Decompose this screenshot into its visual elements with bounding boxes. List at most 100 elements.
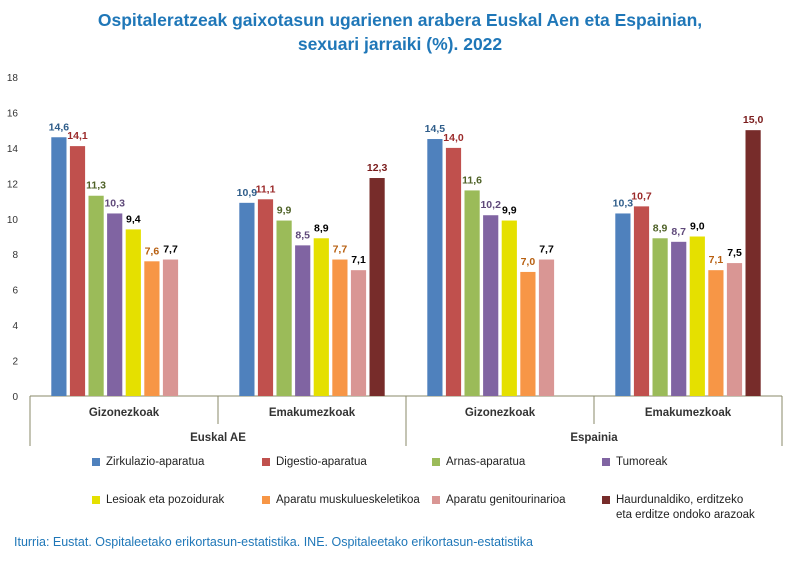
data-label: 14,0: [443, 132, 464, 144]
y-tick-label: 18: [7, 73, 19, 84]
legend-swatch: [92, 458, 100, 466]
y-tick-label: 16: [7, 108, 19, 119]
bar: [125, 229, 141, 396]
group-label: Euskal AE: [190, 432, 246, 444]
bar: [520, 271, 536, 396]
bar: [445, 147, 462, 396]
bar: [464, 190, 480, 396]
bar: [350, 270, 367, 396]
bar: [708, 270, 724, 396]
bar: [652, 238, 668, 396]
bar: [88, 195, 104, 396]
data-label: 8,7: [671, 226, 686, 238]
y-tick-label: 6: [12, 286, 18, 297]
bar: [69, 146, 86, 396]
data-label: 7,5: [727, 247, 742, 259]
y-tick-label: 0: [12, 392, 18, 403]
legend-swatch: [262, 496, 270, 504]
legend-item: Aparatu muskulueskeletikoa: [262, 493, 420, 508]
data-label: 9,0: [690, 221, 705, 233]
data-label: 9,9: [502, 205, 517, 217]
legend-item: Digestio-aparatua: [262, 455, 367, 470]
bar: [144, 261, 160, 396]
y-tick-label: 12: [7, 179, 19, 190]
bar: [745, 130, 761, 396]
bar: [332, 259, 348, 396]
legend-item: Lesioak eta pozoidurak: [92, 493, 224, 508]
chart-title-line-1: Ospitaleratzeak gaixotasun ugarienen ara…: [97, 10, 703, 30]
data-label: 14,1: [67, 130, 88, 142]
data-label: 8,9: [653, 222, 668, 234]
data-label: 11,3: [86, 180, 106, 192]
data-label: 10,9: [237, 187, 258, 199]
bar: [538, 259, 555, 396]
legend-label: Tumoreak: [616, 456, 668, 468]
bar: [257, 199, 274, 396]
bar: [483, 215, 499, 396]
bar: [295, 245, 311, 396]
data-label: 14,6: [49, 121, 70, 133]
bar: [615, 213, 631, 396]
legend-item: Arnas-aparatua: [432, 455, 525, 470]
data-label: 11,6: [462, 174, 482, 186]
bar: [633, 206, 650, 396]
data-label: 7,6: [145, 245, 160, 257]
data-label: 7,1: [709, 254, 724, 266]
data-label: 10,7: [631, 190, 652, 202]
data-label: 12,3: [367, 162, 388, 174]
category-label: Gizonezkoak: [89, 407, 160, 419]
bar: [501, 220, 517, 396]
legend-swatch: [432, 458, 440, 466]
data-label: 15,0: [743, 114, 764, 126]
data-label: 9,9: [277, 205, 292, 217]
legend-label: Lesioak eta pozoidurak: [106, 494, 225, 506]
category-label: Gizonezkoak: [465, 407, 536, 419]
data-label: 7,1: [351, 254, 366, 266]
category-label: Emakumezkoak: [645, 407, 732, 419]
legend-item: Aparatu genitourinarioa: [432, 493, 566, 508]
source-note: Iturria: Eustat. Ospitaleetako erikortas…: [14, 535, 533, 549]
data-label: 9,4: [126, 213, 141, 225]
bar: [369, 178, 385, 396]
legend-label: Aparatu muskulueskeletikoa: [276, 494, 420, 506]
data-label: 10,3: [613, 197, 634, 209]
bar: [51, 137, 67, 396]
bar: [107, 213, 123, 396]
data-label: 10,2: [480, 199, 501, 211]
legend-item: Tumoreak: [602, 455, 667, 470]
data-label: 8,5: [295, 229, 310, 241]
legend-label: Digestio-aparatua: [276, 456, 367, 468]
group-label: Espainia: [570, 432, 618, 444]
bar: [689, 236, 705, 396]
bar: [276, 220, 292, 396]
bar: [671, 241, 687, 396]
chart-title-line-2: sexuari jarraiki (%). 2022: [297, 34, 503, 54]
bar: [726, 263, 743, 396]
category-label: Emakumezkoak: [269, 407, 356, 419]
data-label: 14,5: [425, 123, 446, 135]
bar: [427, 139, 443, 396]
y-tick-label: 2: [12, 357, 18, 368]
bar: [162, 259, 179, 396]
data-label: 7,7: [539, 244, 554, 256]
legend-item: Zirkulazio-aparatua: [92, 455, 204, 470]
data-label: 7,0: [521, 256, 536, 268]
y-tick-label: 4: [12, 321, 18, 332]
bar: [313, 238, 329, 396]
y-tick-label: 14: [7, 144, 19, 155]
data-label: 7,7: [163, 244, 178, 256]
legend-swatch: [602, 458, 610, 466]
legend-label: Arnas-aparatua: [446, 456, 526, 468]
chart-title: Ospitaleratzeak gaixotasun ugarienen ara…: [0, 8, 800, 56]
y-tick-label: 8: [12, 250, 18, 261]
data-label: 11,1: [256, 183, 276, 195]
legend-swatch: [92, 496, 100, 504]
legend-item: Haurdunaldiko, erditzeko eta erditze ond…: [602, 493, 755, 523]
bar: [239, 202, 255, 396]
legend-label: Zirkulazio-aparatua: [106, 456, 205, 468]
legend-label: Haurdunaldiko, erditzeko eta erditze ond…: [616, 494, 755, 521]
data-label: 10,3: [104, 197, 125, 209]
legend-label: Aparatu genitourinarioa: [446, 494, 566, 506]
data-label: 7,7: [333, 244, 348, 256]
